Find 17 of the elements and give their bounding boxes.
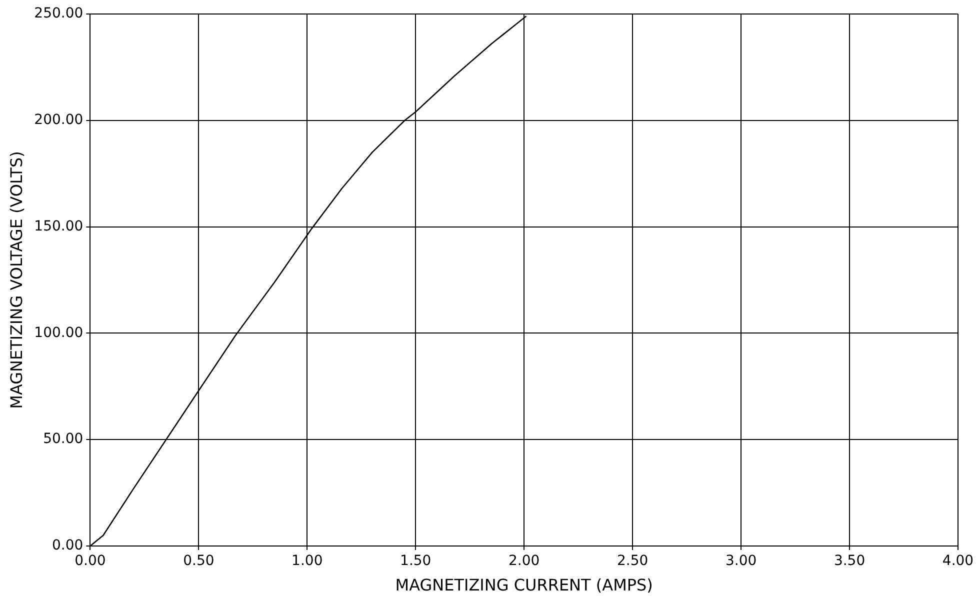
y-tick-label: 0.00 (52, 538, 84, 554)
x-tick-label: 3.50 (834, 553, 866, 570)
x-tick-label: 1.00 (292, 553, 323, 570)
y-tick-label: 100.00 (34, 324, 84, 341)
x-tick-label: 2.00 (508, 553, 540, 570)
y-tick-label: 200.00 (34, 112, 84, 128)
x-axis-title: MAGNETIZING CURRENT (AMPS) (395, 576, 653, 595)
y-tick-label: 50.00 (43, 431, 84, 448)
x-tick-label: 3.00 (725, 553, 757, 570)
x-tick-label: 4.00 (942, 553, 974, 570)
y-tick-label: 150.00 (34, 218, 84, 234)
x-tick-label: 0.00 (74, 553, 106, 570)
y-tick-label: 250.00 (34, 6, 84, 22)
y-axis-title: MAGNETIZING VOLTAGE (VOLTS) (6, 151, 26, 409)
x-tick-label: 2.50 (616, 553, 648, 570)
x-tick-label: 1.50 (400, 553, 432, 570)
x-tick-label: 0.50 (183, 553, 214, 570)
